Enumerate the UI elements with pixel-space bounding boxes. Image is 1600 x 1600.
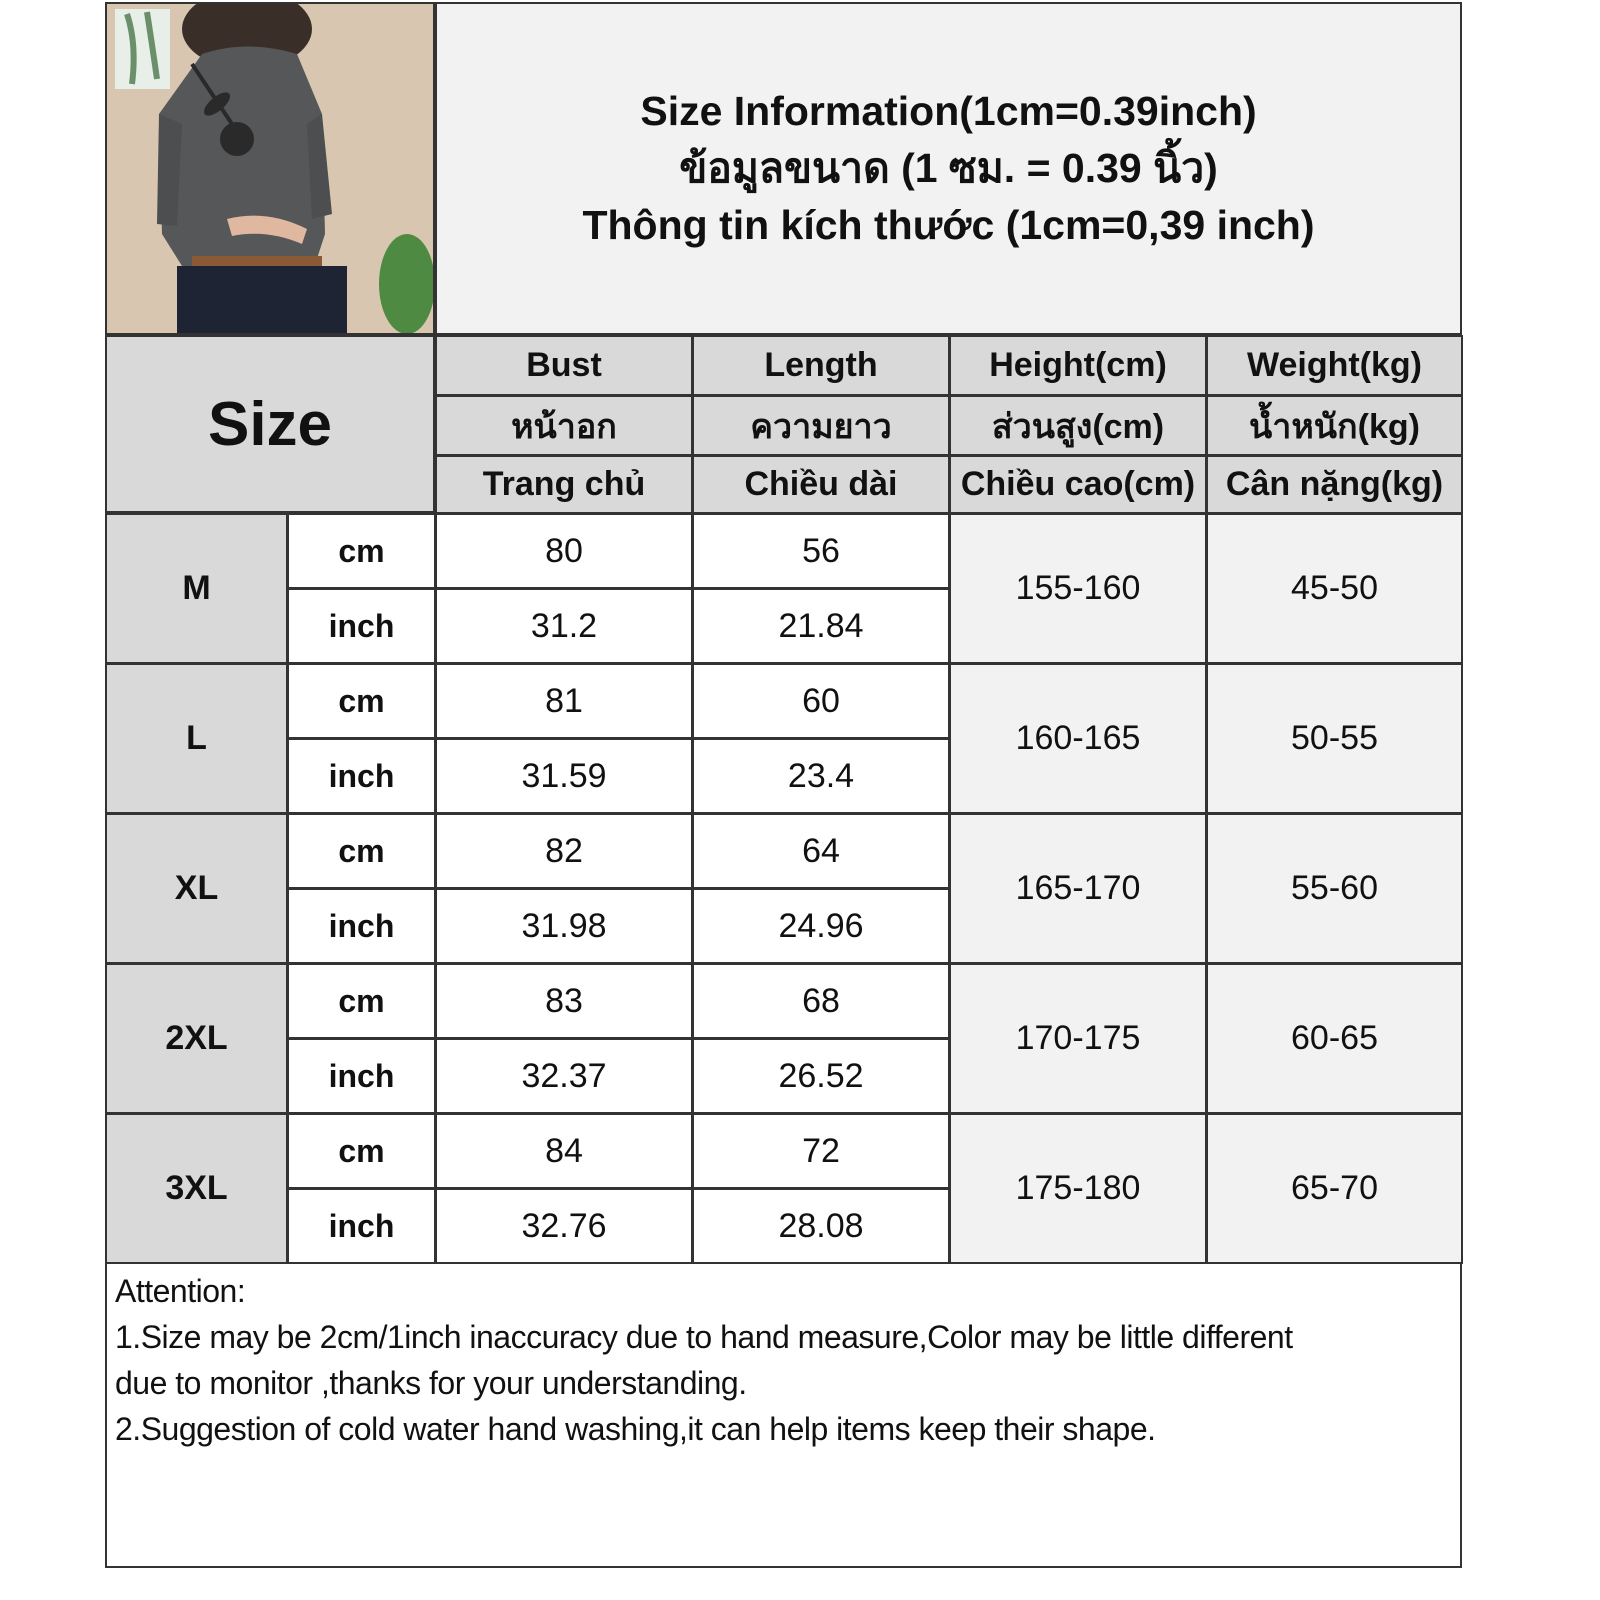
column-header-th: น้ำหนัก(kg) [1206, 395, 1463, 456]
length-inch-value: 26.52 [692, 1038, 950, 1114]
length-inch-value: 24.96 [692, 888, 950, 964]
bust-inch-value: 31.98 [435, 888, 693, 964]
size-label: M [105, 513, 288, 664]
unit-inch-label: inch [287, 738, 436, 814]
column-header-vi: Chiều cao(cm) [949, 455, 1207, 514]
column-header-th: หน้าอก [435, 395, 693, 456]
unit-cm-label: cm [287, 963, 436, 1039]
unit-cm-label: cm [287, 813, 436, 889]
unit-inch-label: inch [287, 1038, 436, 1114]
unit-inch-label: inch [287, 888, 436, 964]
weight-range: 60-65 [1206, 963, 1463, 1114]
weight-range: 45-50 [1206, 513, 1463, 664]
length-cm-value: 64 [692, 813, 950, 889]
bust-cm-value: 81 [435, 663, 693, 739]
column-header-vi: Trang chủ [435, 455, 693, 514]
length-cm-value: 60 [692, 663, 950, 739]
model-wearing-gray-top-image [107, 4, 433, 333]
length-cm-value: 72 [692, 1113, 950, 1189]
size-label: 3XL [105, 1113, 288, 1264]
bust-inch-value: 31.59 [435, 738, 693, 814]
height-range: 155-160 [949, 513, 1207, 664]
height-range: 175-180 [949, 1113, 1207, 1264]
bust-inch-value: 32.37 [435, 1038, 693, 1114]
note-line: due to monitor ,thanks for your understa… [115, 1365, 747, 1401]
note-line: 2.Suggestion of cold water hand washing,… [115, 1411, 1156, 1447]
bust-cm-value: 82 [435, 813, 693, 889]
bust-cm-value: 80 [435, 513, 693, 589]
unit-cm-label: cm [287, 1113, 436, 1189]
bust-cm-value: 83 [435, 963, 693, 1039]
bust-inch-value: 32.76 [435, 1188, 693, 1264]
size-header: Size [105, 335, 435, 513]
unit-cm-label: cm [287, 663, 436, 739]
size-information-title: Size Information(1cm=0.39inch) ข้อมูลขนา… [435, 2, 1462, 335]
column-header-en: Weight(kg) [1206, 335, 1463, 396]
note-line: 1.Size may be 2cm/1inch inaccuracy due t… [115, 1319, 1293, 1355]
title-vietnamese: Thông tin kích thước (1cm=0,39 inch) [582, 202, 1315, 248]
title-thai: ข้อมูลขนาด (1 ซม. = 0.39 นิ้ว) [679, 145, 1218, 191]
unit-inch-label: inch [287, 1188, 436, 1264]
bust-cm-value: 84 [435, 1113, 693, 1189]
title-english: Size Information(1cm=0.39inch) [640, 88, 1257, 134]
column-header-en: Length [692, 335, 950, 396]
column-header-vi: Cân nặng(kg) [1206, 455, 1463, 514]
column-header-en: Bust [435, 335, 693, 396]
column-header-vi: Chiều dài [692, 455, 950, 514]
size-label: 2XL [105, 963, 288, 1114]
length-cm-value: 68 [692, 963, 950, 1039]
notes-heading: Attention: [115, 1273, 246, 1309]
column-header-en: Height(cm) [949, 335, 1207, 396]
size-label: L [105, 663, 288, 814]
unit-inch-label: inch [287, 588, 436, 664]
length-cm-value: 56 [692, 513, 950, 589]
size-label: XL [105, 813, 288, 964]
column-header-th: ส่วนสูง(cm) [949, 395, 1207, 456]
column-header-th: ความยาว [692, 395, 950, 456]
attention-notes: Attention: 1.Size may be 2cm/1inch inacc… [105, 1262, 1462, 1568]
length-inch-value: 28.08 [692, 1188, 950, 1264]
length-inch-value: 23.4 [692, 738, 950, 814]
unit-cm-label: cm [287, 513, 436, 589]
length-inch-value: 21.84 [692, 588, 950, 664]
bust-inch-value: 31.2 [435, 588, 693, 664]
height-range: 170-175 [949, 963, 1207, 1114]
height-range: 165-170 [949, 813, 1207, 964]
weight-range: 65-70 [1206, 1113, 1463, 1264]
product-photo [105, 2, 435, 335]
height-range: 160-165 [949, 663, 1207, 814]
weight-range: 50-55 [1206, 663, 1463, 814]
weight-range: 55-60 [1206, 813, 1463, 964]
